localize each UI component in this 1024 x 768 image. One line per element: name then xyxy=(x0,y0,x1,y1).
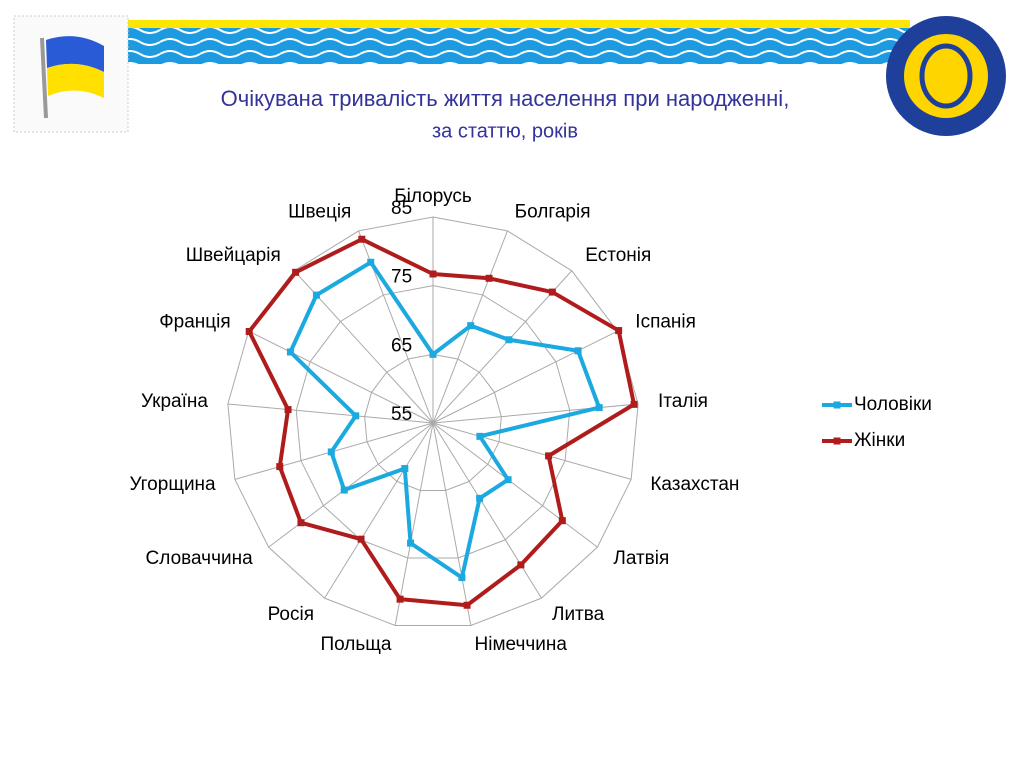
data-point xyxy=(312,291,320,299)
data-point xyxy=(286,348,294,356)
r-tick-label: 75 xyxy=(391,267,412,288)
data-point xyxy=(463,601,471,609)
grid-ring xyxy=(364,353,502,491)
chart-subtitle: за статтю, років xyxy=(432,120,578,142)
data-point xyxy=(574,347,582,355)
data-point xyxy=(485,274,493,282)
data-point xyxy=(352,412,360,420)
data-point xyxy=(357,535,365,543)
data-point xyxy=(558,517,566,525)
legend-label: Чоловіки xyxy=(854,394,932,415)
category-label: Латвія xyxy=(613,548,669,569)
data-point xyxy=(340,486,348,494)
chart-title: Очікувана тривалість життя населення при… xyxy=(221,86,790,111)
data-point xyxy=(476,432,484,440)
legend-marker xyxy=(833,437,841,445)
data-point xyxy=(476,494,484,502)
data-point xyxy=(595,404,603,412)
legend-marker xyxy=(833,401,841,409)
category-label: Литва xyxy=(552,604,605,625)
category-label: Іспанія xyxy=(635,311,696,332)
spoke xyxy=(432,422,598,548)
spoke xyxy=(432,422,542,599)
category-label: Естонія xyxy=(585,245,651,266)
flag-icon xyxy=(13,15,129,133)
logo xyxy=(886,16,1006,136)
spoke xyxy=(432,422,632,480)
category-label: Україна xyxy=(141,391,208,412)
data-point xyxy=(407,539,415,547)
spoke xyxy=(432,330,618,424)
category-label: Казахстан xyxy=(650,474,739,495)
data-point xyxy=(284,406,292,414)
category-label: Угорщина xyxy=(129,474,216,495)
data-point xyxy=(458,574,466,582)
data-point xyxy=(396,595,404,603)
header-banner xyxy=(120,20,910,64)
data-point xyxy=(245,327,253,335)
data-point xyxy=(276,463,284,471)
data-point xyxy=(548,288,556,296)
r-tick-label: 65 xyxy=(391,335,412,356)
data-point xyxy=(429,350,437,358)
data-point xyxy=(292,268,300,276)
spoke xyxy=(394,422,434,626)
data-point xyxy=(401,465,409,473)
data-point xyxy=(630,400,638,408)
data-point xyxy=(297,519,305,527)
category-label: Швеція xyxy=(288,201,351,222)
category-label: Швейцарія xyxy=(186,245,281,266)
category-label: Білорусь xyxy=(394,186,472,207)
data-point xyxy=(429,270,437,278)
category-label: Росія xyxy=(268,604,314,625)
spoke xyxy=(227,403,434,424)
series-line xyxy=(247,237,637,608)
category-label: Польща xyxy=(320,634,391,655)
category-label: Болгарія xyxy=(515,201,591,222)
category-label: Словаччина xyxy=(146,548,254,569)
spoke xyxy=(432,270,573,424)
category-label: Франція xyxy=(159,311,230,332)
category-label: Німеччина xyxy=(475,634,568,655)
data-point xyxy=(467,322,475,330)
data-point xyxy=(505,336,513,344)
spoke xyxy=(432,403,639,424)
data-point xyxy=(545,452,553,460)
spoke xyxy=(432,422,472,626)
data-point xyxy=(615,327,623,335)
r-tick-label: 55 xyxy=(391,404,412,425)
spoke xyxy=(324,422,434,599)
r-tick-label: 85 xyxy=(391,198,412,219)
data-point xyxy=(367,258,375,266)
legend-label: Жінки xyxy=(854,430,905,451)
category-label: Італія xyxy=(658,391,708,412)
data-point xyxy=(327,448,335,456)
series-line xyxy=(288,260,602,580)
spoke xyxy=(248,330,434,424)
spoke xyxy=(268,422,434,548)
data-point xyxy=(504,476,512,484)
data-point xyxy=(358,235,366,243)
data-point xyxy=(517,561,525,569)
